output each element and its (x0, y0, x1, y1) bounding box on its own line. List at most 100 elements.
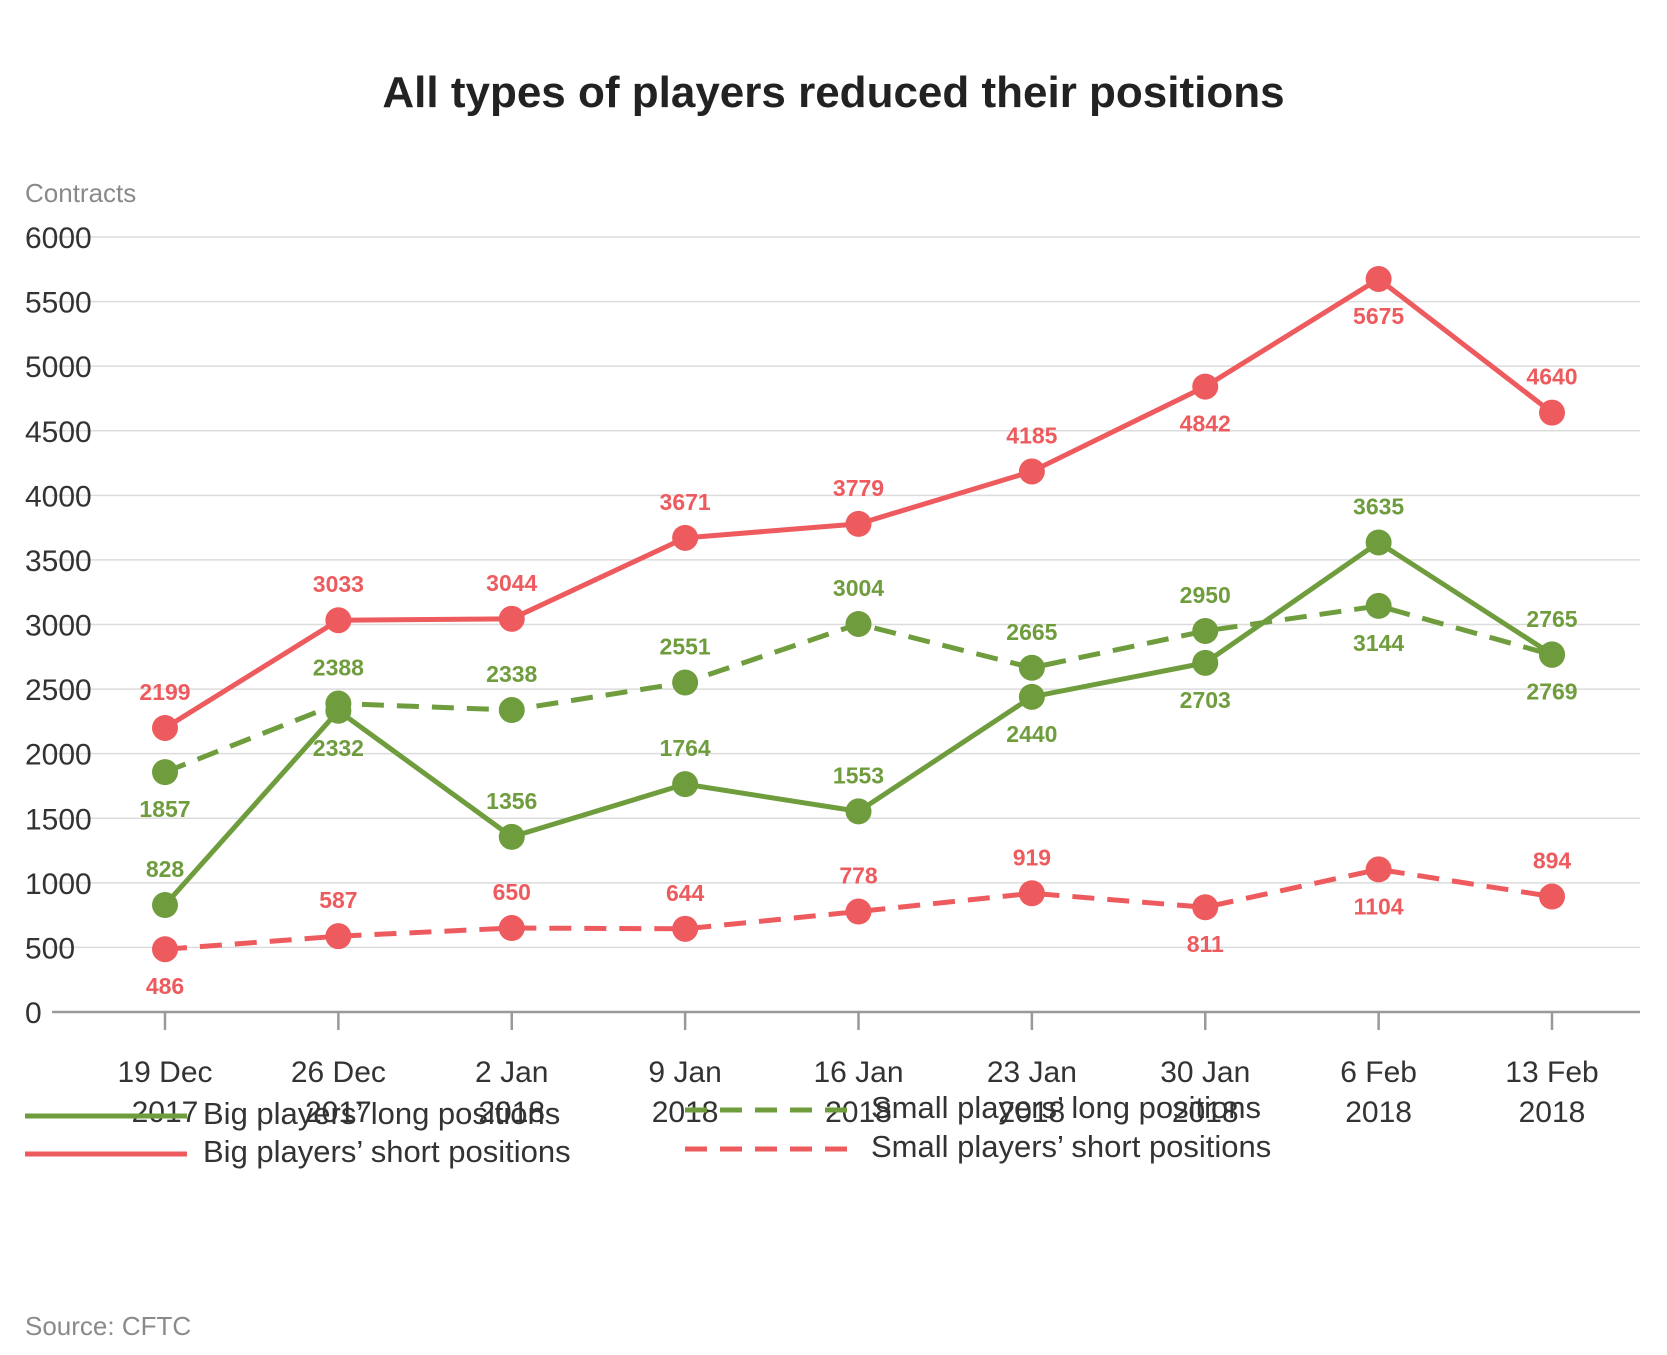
x-tick-label: 16 Jan (813, 1056, 903, 1089)
data-point (1018, 458, 1045, 485)
data-point (845, 798, 872, 825)
data-point (1018, 683, 1045, 710)
data-label: 3635 (1353, 493, 1404, 519)
y-tick-label: 6000 (25, 222, 92, 255)
x-tick-label-year: 2018 (1519, 1096, 1586, 1129)
legend-label-big-short: Big players’ short positions (203, 1134, 571, 1169)
data-label: 2199 (139, 679, 190, 705)
series-line-3 (164, 866, 1553, 952)
data-point (498, 697, 525, 724)
y-tick-label: 1000 (25, 868, 92, 901)
data-point (1018, 654, 1045, 681)
data-label: 1857 (139, 796, 190, 822)
x-tick-label: 2 Jan (475, 1056, 548, 1089)
data-label: 828 (146, 856, 185, 882)
x-tick-label: 13 Feb (1505, 1056, 1598, 1089)
data-label: 3044 (486, 570, 537, 596)
data-point (672, 771, 699, 798)
data-point (498, 605, 525, 632)
source-note: Source: CFTC (25, 1311, 192, 1341)
data-point (845, 610, 872, 637)
data-label: 650 (493, 879, 531, 905)
data-point (325, 923, 352, 950)
data-label: 3144 (1353, 630, 1404, 656)
data-point (1365, 592, 1392, 619)
x-tick-label-year: 2018 (478, 1096, 545, 1129)
line-chart: Contracts 0 500 1000 1500 2000 2500 3000 3500 400… (25, 178, 1640, 1129)
data-point (1192, 649, 1219, 676)
data-point (1539, 883, 1565, 910)
data-point (498, 823, 525, 850)
data-point (152, 936, 178, 963)
y-tick-label: 3000 (25, 610, 92, 643)
data-label: 811 (1187, 931, 1224, 957)
data-label: 3004 (833, 575, 884, 601)
data-label: 2703 (1180, 687, 1231, 713)
data-label: 587 (319, 887, 357, 913)
data-label: 894 (1533, 848, 1572, 874)
data-point (1539, 399, 1565, 426)
data-point (845, 510, 872, 537)
legend-label-small-short: Small players’ short positions (871, 1129, 1272, 1164)
x-tick-label-year: 2018 (1172, 1096, 1239, 1129)
data-label: 644 (666, 880, 705, 906)
data-point (1192, 373, 1219, 400)
x-tick-label: 23 Jan (987, 1056, 1077, 1089)
data-point (1192, 617, 1219, 644)
data-label: 3033 (313, 571, 364, 597)
x-tick-label-year: 2018 (999, 1096, 1066, 1129)
x-tick-label: 6 Feb (1340, 1056, 1417, 1089)
y-tick-label: 5500 (25, 287, 92, 320)
y-tick-label: 2000 (25, 739, 92, 772)
data-label: 2332 (313, 735, 364, 761)
data-label: 3671 (660, 489, 711, 515)
data-label: 3779 (833, 475, 884, 501)
data-label: 1553 (833, 762, 884, 788)
x-tick-label-year: 2017 (305, 1096, 372, 1129)
data-point (672, 669, 699, 696)
data-label: 4842 (1180, 411, 1231, 437)
data-point (325, 607, 352, 634)
data-point (845, 898, 872, 925)
data-point (152, 892, 178, 919)
data-point (672, 915, 699, 942)
data-label: 919 (1013, 844, 1051, 870)
data-point (1365, 529, 1392, 556)
y-tick-label: 5000 (25, 351, 92, 384)
data-point (1192, 894, 1219, 921)
data-label: 2440 (1006, 721, 1057, 747)
data-point (325, 690, 352, 717)
data-label: 1764 (660, 735, 711, 761)
data-label: 1356 (486, 788, 537, 814)
data-point (152, 714, 178, 741)
x-tick-label-year: 2018 (1345, 1096, 1412, 1129)
x-tick-label: 9 Jan (648, 1056, 721, 1089)
data-label: 4640 (1526, 364, 1577, 390)
data-label: 778 (839, 863, 878, 889)
x-tick-label-year: 2017 (132, 1096, 199, 1129)
x-tick-label: 19 Dec (117, 1056, 212, 1089)
data-label: 2665 (1006, 619, 1057, 645)
data-label: 2950 (1180, 582, 1231, 608)
data-point (152, 759, 178, 786)
data-label: 486 (146, 973, 184, 999)
data-point (1018, 880, 1045, 907)
x-tick-label: 26 Dec (291, 1056, 386, 1089)
data-label: 2388 (313, 655, 364, 681)
y-tick-label: 1500 (25, 803, 92, 836)
y-tick-label: 4500 (25, 416, 92, 449)
legend-label-big-long: Big players’ long positions (203, 1096, 561, 1131)
series-line-1 (163, 276, 1554, 731)
y-tick-label: 3500 (25, 545, 92, 578)
data-point (1539, 641, 1565, 668)
y-tick-label: 4000 (25, 480, 92, 513)
data-point (672, 524, 699, 551)
y-tick-label: 0 (25, 997, 42, 1030)
legend-label-small-long: Small players’ long positions (871, 1090, 1261, 1125)
chart-title: All types of players reduced their posit… (382, 68, 1285, 117)
data-label: 5675 (1353, 303, 1404, 329)
data-point (1365, 265, 1392, 292)
data-point (1365, 856, 1392, 883)
data-label: 1104 (1354, 893, 1404, 919)
y-tick-label: 2500 (25, 674, 92, 707)
